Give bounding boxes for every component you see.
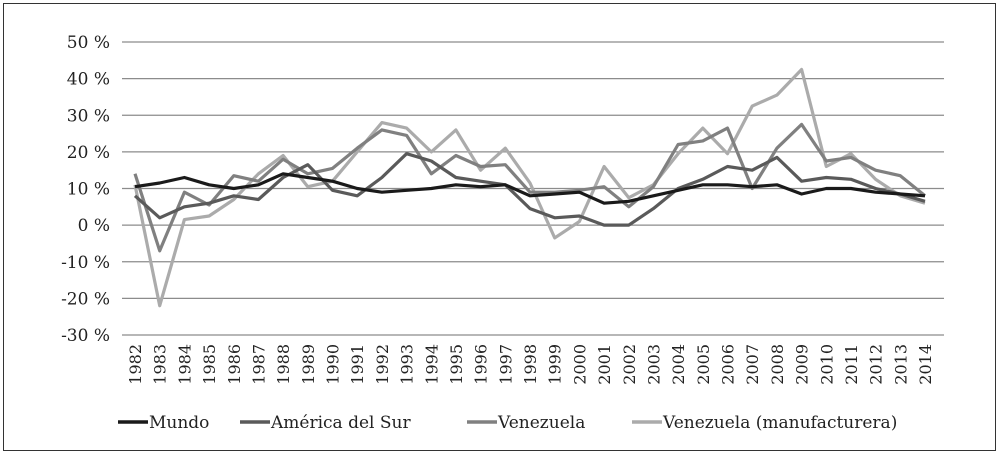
x-tick-label: 2013: [891, 344, 910, 385]
x-tick-label: 1993: [398, 344, 417, 385]
legend-item: Mundo: [118, 413, 209, 433]
y-tick-label: 10 %: [67, 180, 110, 200]
series-line-0: [134, 172, 926, 205]
x-tick-label: 1987: [249, 344, 268, 385]
gridlines: [122, 41, 944, 336]
y-tick-label: 50 %: [67, 33, 110, 53]
y-tick-label: -10 %: [61, 253, 110, 273]
x-tick-label: 2006: [719, 344, 738, 385]
series-line-2: [133, 122, 927, 253]
series-lines: [133, 67, 927, 308]
x-tick-label: 1995: [447, 344, 466, 385]
y-tick-label: -20 %: [61, 289, 110, 309]
legend-item: América del Sur: [240, 413, 411, 433]
series-line-1: [133, 152, 926, 227]
x-tick-label: 1998: [521, 344, 540, 385]
x-tick-label: 1984: [175, 344, 194, 385]
x-tick-label: 2007: [743, 344, 762, 385]
x-tick-label: 1991: [348, 344, 367, 385]
x-tick-label: 1986: [225, 344, 244, 385]
y-tick-label: 40 %: [67, 70, 110, 90]
x-tick-label: 2010: [817, 344, 836, 385]
x-tick-label: 2009: [793, 344, 812, 385]
x-tick-label: 1985: [200, 344, 219, 385]
x-tick-label: 2005: [694, 344, 713, 385]
chart-frame: [3, 3, 996, 451]
y-tick-label: 30 %: [67, 106, 110, 126]
x-tick-label: 2003: [644, 344, 663, 385]
legend-item: Venezuela: [467, 413, 585, 433]
series-line-3: [133, 67, 926, 308]
x-tick-label: 1996: [472, 344, 491, 385]
x-tick-label: 1988: [274, 344, 293, 385]
x-tick-label: 1983: [151, 344, 170, 385]
x-tick-label: 1999: [546, 344, 565, 385]
x-tick-label: 1990: [324, 344, 343, 385]
x-tick-label: 2011: [842, 344, 861, 385]
x-tick-label: 1989: [299, 344, 318, 385]
legend-label: Mundo: [149, 413, 209, 433]
x-tick-label: 1997: [496, 344, 515, 385]
x-tick-label: 2008: [768, 344, 787, 385]
y-tick-label: -30 %: [61, 326, 110, 346]
legend-label: Venezuela: [497, 413, 585, 433]
y-tick-label: 20 %: [67, 143, 110, 163]
y-tick-label: 0 %: [78, 216, 110, 236]
x-tick-label: 2014: [916, 344, 935, 385]
x-tick-label: 2002: [620, 344, 639, 385]
x-axis-ticks: 1982 1983 1984 1985 1986 1987 1988 1989 1990 1991…: [126, 344, 935, 385]
x-tick-label: 1982: [126, 344, 145, 385]
x-tick-label: 1992: [373, 344, 392, 385]
legend-item: Venezuela (manufacturera): [632, 413, 897, 433]
legend: Mundo América del Sur Venezuela Venezuela (…: [118, 413, 897, 433]
legend-label: Venezuela (manufacturera): [662, 413, 897, 433]
x-tick-label: 2000: [570, 344, 589, 385]
x-tick-label: 2012: [867, 344, 886, 385]
x-tick-label: 2001: [595, 344, 614, 385]
x-tick-label: 1994: [422, 344, 441, 385]
x-tick-label: 2004: [669, 344, 688, 385]
legend-label: América del Sur: [270, 413, 411, 433]
y-axis-ticks: -30 % -20 % -10 % 0 % 10 % 20 % 30 % 40 % 50 %: [61, 33, 110, 346]
